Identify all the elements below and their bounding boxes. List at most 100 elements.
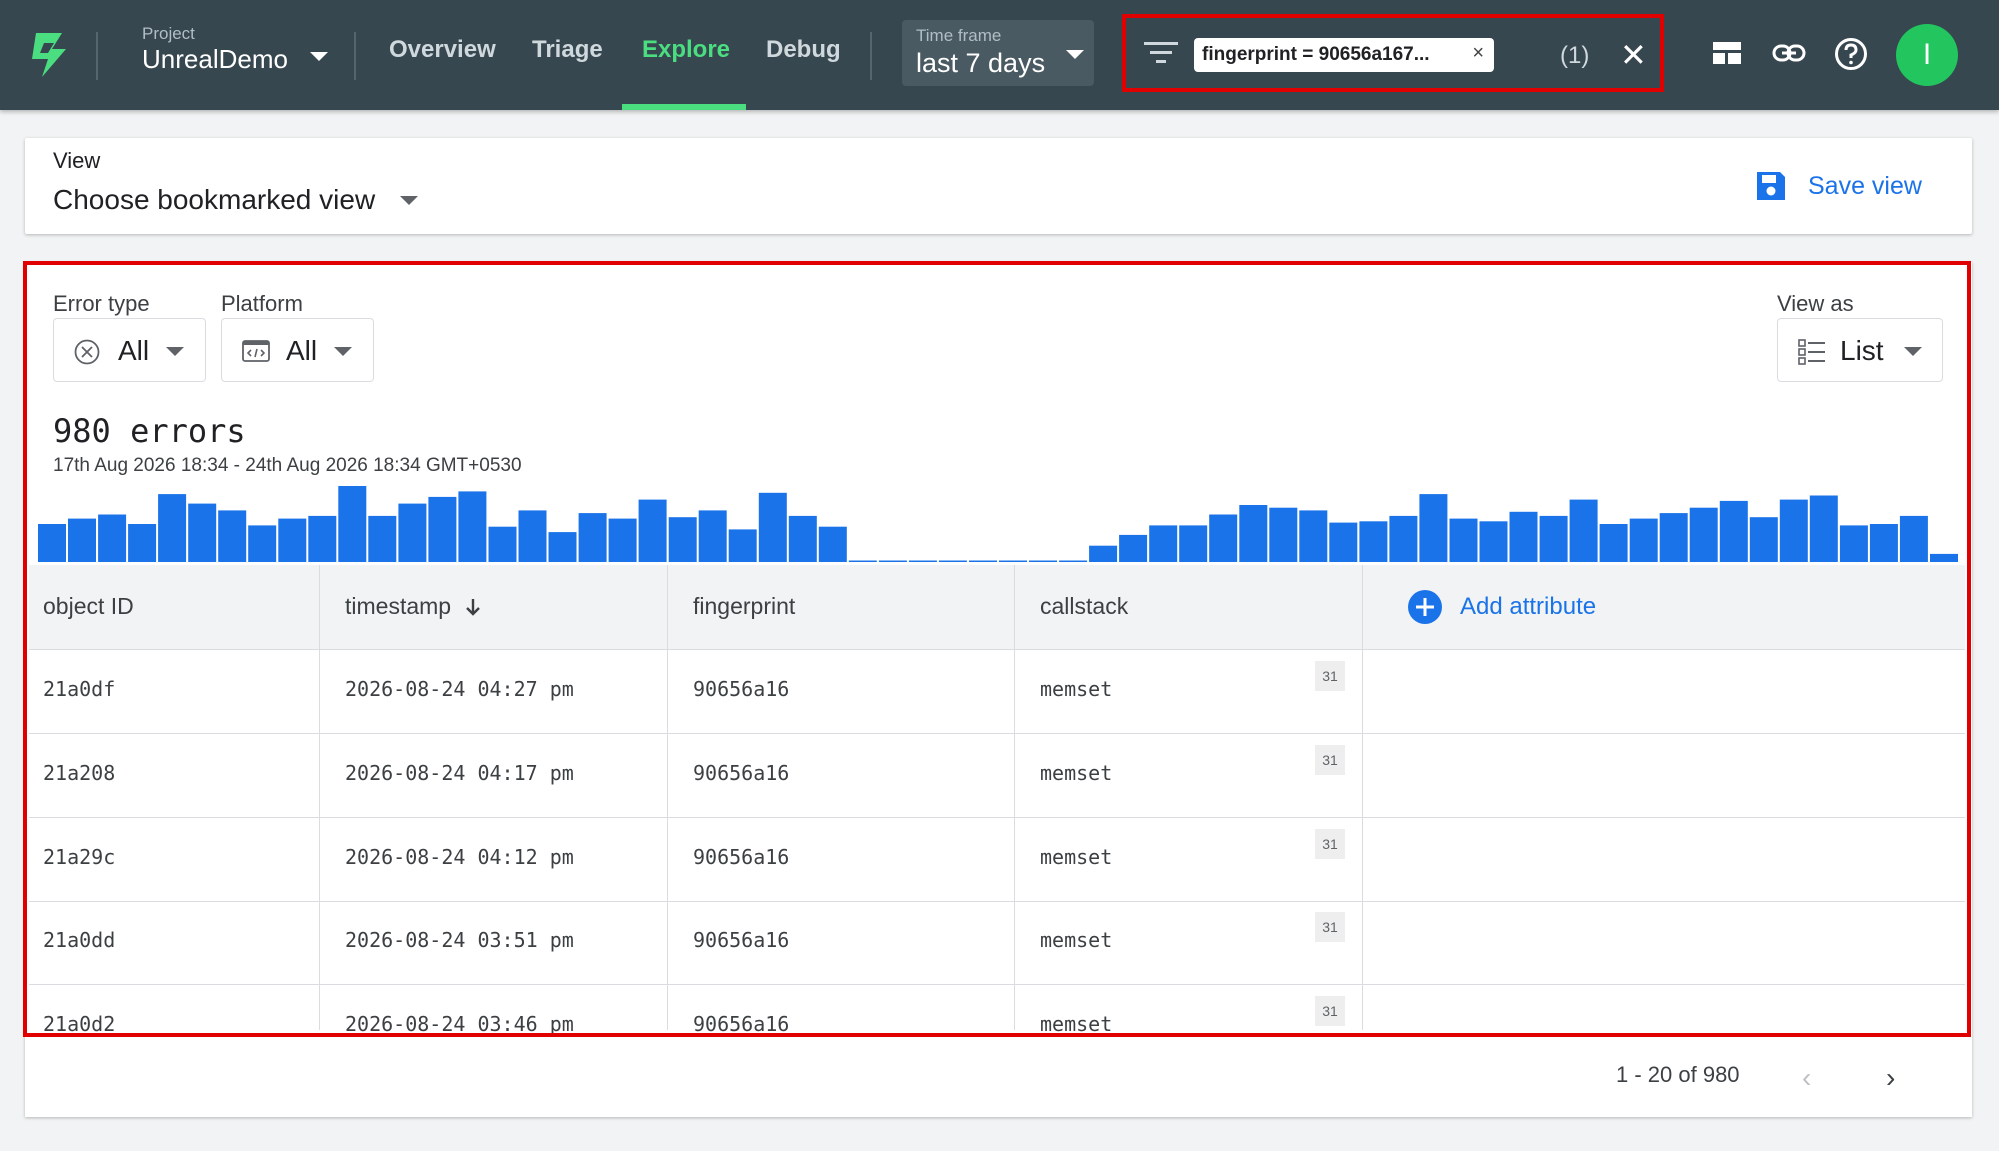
histogram-bar[interactable]: [608, 518, 637, 562]
tab-triage[interactable]: Triage: [532, 36, 603, 63]
timeframe-selector[interactable]: Time frame last 7 days: [902, 20, 1094, 86]
histogram-bar[interactable]: [68, 518, 96, 562]
platform-dropdown[interactable]: All: [221, 318, 374, 382]
remove-filter-icon[interactable]: ×: [1472, 42, 1484, 64]
histogram-bar[interactable]: [908, 560, 937, 563]
histogram-bar[interactable]: [1209, 514, 1238, 563]
histogram-bar[interactable]: [398, 503, 427, 562]
histogram-bar[interactable]: [728, 529, 757, 562]
histogram-bar[interactable]: [488, 526, 517, 562]
histogram-bar[interactable]: [98, 514, 127, 563]
histogram-bar[interactable]: [1179, 525, 1208, 562]
histogram-bar[interactable]: [848, 560, 877, 563]
histogram-bar[interactable]: [1809, 495, 1838, 563]
histogram-bar[interactable]: [1299, 510, 1328, 562]
table-row[interactable]: 21a29c 2026-08-24 04:12 pm 90656a16 memset 3…: [29, 819, 1965, 902]
histogram-bar[interactable]: [1029, 560, 1057, 563]
histogram-bar[interactable]: [1659, 513, 1688, 562]
histogram-bar[interactable]: [248, 525, 277, 562]
table-row[interactable]: 21a208 2026-08-24 04:17 pm 90656a16 memset 3…: [29, 735, 1965, 818]
layout-icon[interactable]: [1712, 38, 1742, 68]
histogram-bar[interactable]: [1119, 534, 1148, 562]
table-row[interactable]: 21a0d2 2026-08-24 03:46 pm 90656a16 memset 3…: [29, 986, 1965, 1036]
avatar[interactable]: I: [1896, 24, 1958, 86]
histogram-bar[interactable]: [1239, 505, 1268, 562]
histogram-bar[interactable]: [1389, 515, 1418, 562]
histogram-bar[interactable]: [518, 510, 547, 562]
histogram-bar[interactable]: [1509, 511, 1538, 562]
column-header-fingerprint[interactable]: fingerprint: [693, 593, 796, 619]
histogram-bar[interactable]: [1779, 499, 1808, 562]
histogram-bar[interactable]: [368, 515, 397, 562]
histogram-bar[interactable]: [1719, 500, 1748, 562]
histogram-bar[interactable]: [1089, 545, 1118, 562]
clear-filters-icon[interactable]: ✕: [1620, 37, 1647, 73]
histogram-bar[interactable]: [1419, 494, 1448, 562]
histogram-bar[interactable]: [818, 526, 847, 562]
histogram-bar[interactable]: [1329, 522, 1358, 562]
histogram-bar[interactable]: [158, 494, 187, 562]
histogram-bar[interactable]: [878, 560, 907, 563]
histogram-bar[interactable]: [1599, 524, 1628, 562]
tab-debug[interactable]: Debug: [766, 36, 841, 63]
histogram-bar[interactable]: [638, 499, 667, 562]
histogram-bar[interactable]: [1689, 507, 1718, 562]
link-icon[interactable]: [1772, 38, 1806, 68]
histogram-bar[interactable]: [308, 515, 337, 562]
histogram-bar[interactable]: [578, 513, 607, 562]
callstack-frame-count-badge[interactable]: 31: [1315, 996, 1345, 1026]
callstack-frame-count-badge[interactable]: 31: [1315, 745, 1345, 775]
histogram-bar[interactable]: [758, 492, 787, 562]
table-row[interactable]: 21a0df 2026-08-24 04:27 pm 90656a16 memset 3…: [29, 651, 1965, 734]
histogram-bar[interactable]: [1899, 515, 1928, 562]
histogram-bar[interactable]: [548, 532, 577, 562]
histogram-bar[interactable]: [1059, 560, 1088, 563]
histogram-bar[interactable]: [1839, 525, 1868, 562]
column-header-object-id[interactable]: object ID: [43, 593, 134, 619]
histogram-bar[interactable]: [218, 510, 247, 562]
histogram-bar[interactable]: [1869, 524, 1898, 562]
histogram-bar[interactable]: [788, 515, 817, 562]
histogram-bar[interactable]: [1269, 507, 1298, 562]
tab-overview[interactable]: Overview: [389, 36, 496, 63]
view-as-dropdown[interactable]: List: [1777, 318, 1943, 382]
histogram-bar[interactable]: [969, 560, 997, 563]
sort-arrow-down-icon[interactable]: [463, 597, 483, 617]
callstack-frame-count-badge[interactable]: 31: [1315, 912, 1345, 942]
column-header-timestamp[interactable]: timestamp: [345, 593, 483, 620]
histogram-bar[interactable]: [938, 560, 967, 563]
histogram-bar[interactable]: [698, 510, 727, 562]
previous-page-icon[interactable]: ‹: [1802, 1062, 1812, 1093]
error-type-dropdown[interactable]: All: [53, 318, 206, 382]
histogram-bar[interactable]: [1749, 517, 1778, 562]
histogram-bar[interactable]: [428, 496, 457, 562]
error-histogram[interactable]: [38, 480, 1960, 562]
histogram-bar[interactable]: [1930, 553, 1958, 562]
filter-icon[interactable]: [1144, 40, 1178, 66]
table-row[interactable]: 21a0dd 2026-08-24 03:51 pm 90656a16 memset 3…: [29, 902, 1965, 985]
histogram-bar[interactable]: [188, 503, 217, 562]
filter-chip[interactable]: fingerprint = 90656a167... ×: [1194, 38, 1494, 72]
histogram-bar[interactable]: [338, 486, 367, 562]
help-icon[interactable]: [1834, 37, 1868, 71]
callstack-frame-count-badge[interactable]: 31: [1315, 661, 1345, 691]
histogram-bar[interactable]: [1449, 518, 1478, 562]
histogram-bar[interactable]: [38, 524, 66, 562]
histogram-bar[interactable]: [668, 517, 697, 562]
histogram-bar[interactable]: [1569, 499, 1598, 562]
histogram-bar[interactable]: [1479, 521, 1508, 562]
histogram-bar[interactable]: [1149, 525, 1178, 562]
callstack-frame-count-badge[interactable]: 31: [1315, 829, 1345, 859]
app-logo-icon[interactable]: [22, 29, 74, 81]
histogram-bar[interactable]: [278, 518, 307, 562]
next-page-icon[interactable]: ›: [1886, 1062, 1896, 1093]
tab-explore[interactable]: Explore: [642, 36, 731, 63]
histogram-bar[interactable]: [128, 524, 157, 562]
histogram-bar[interactable]: [458, 491, 487, 562]
column-header-callstack[interactable]: callstack: [1040, 593, 1129, 619]
histogram-bar[interactable]: [1359, 521, 1388, 562]
chevron-down-icon: [166, 347, 184, 356]
histogram-bar[interactable]: [1629, 518, 1658, 562]
histogram-bar[interactable]: [1539, 515, 1568, 562]
histogram-bar[interactable]: [999, 560, 1027, 563]
